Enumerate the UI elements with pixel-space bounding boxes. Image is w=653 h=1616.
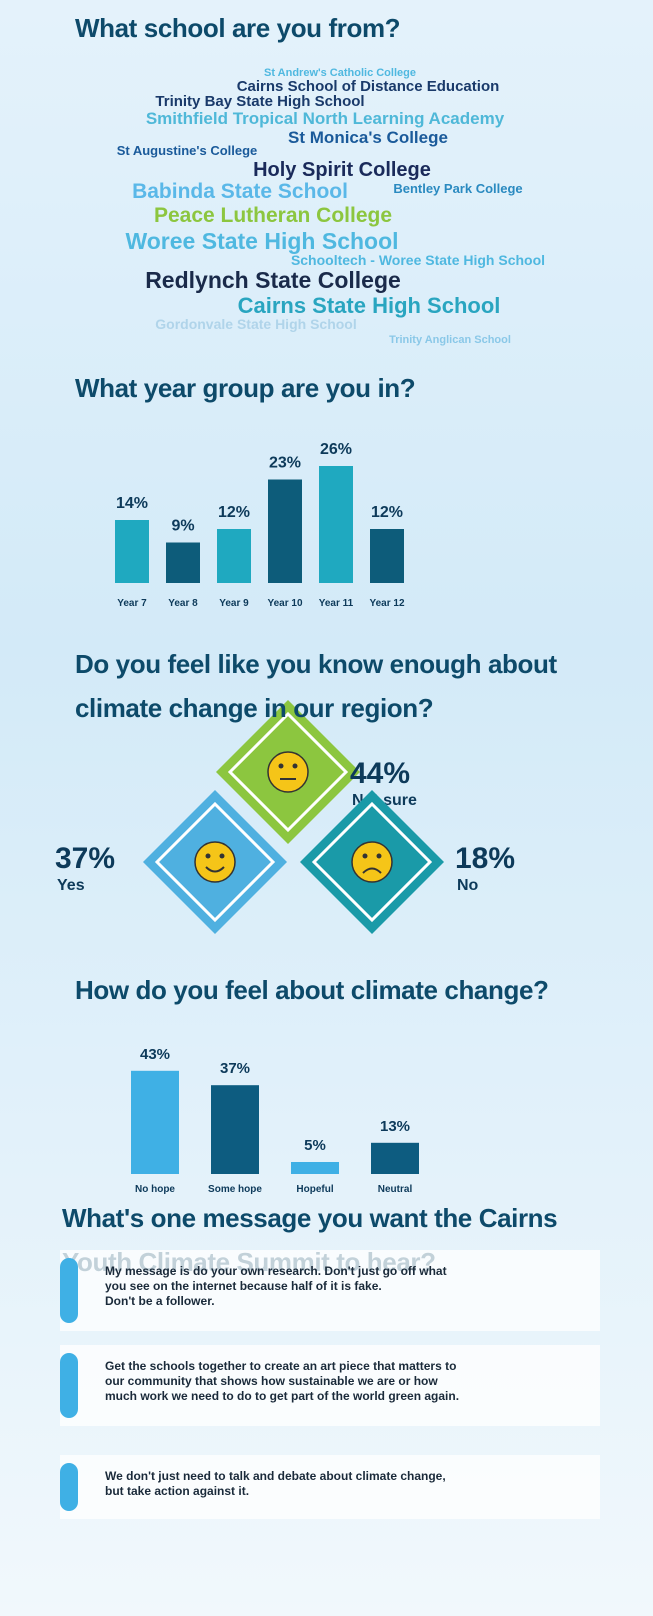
category-label: Some hope	[208, 1184, 262, 1195]
section-title: What year group are you in?	[75, 373, 416, 403]
school-word: Cairns State High School	[238, 293, 501, 318]
bar	[211, 1085, 259, 1174]
school-word: Schooltech - Woree State High School	[291, 252, 545, 268]
category-label: Year 12	[369, 598, 405, 609]
section-title: What school are you from?	[75, 13, 401, 43]
school-word: Trinity Anglican School	[389, 334, 511, 346]
message-line: Get the schools together to create an ar…	[105, 1359, 457, 1373]
value-label: 13%	[380, 1118, 410, 1135]
bar	[291, 1162, 339, 1174]
school-word: Trinity Bay State High School	[155, 93, 364, 110]
category-label: Year 10	[267, 598, 303, 609]
school-word: Smithfield Tropical North Learning Acade…	[146, 109, 505, 128]
bar	[115, 520, 149, 583]
value-label: 23%	[269, 455, 301, 472]
bar	[370, 529, 404, 583]
mouth	[362, 867, 382, 874]
mouth	[205, 866, 225, 873]
value-label: 12%	[218, 504, 250, 521]
value-label: 12%	[371, 504, 403, 521]
school-word: Babinda State School	[132, 180, 348, 203]
school-word: Holy Spirit College	[253, 159, 431, 181]
eye	[278, 763, 284, 769]
school-word: St Andrew's Catholic College	[264, 67, 416, 79]
value-label: 37%	[55, 842, 115, 875]
school-word: Bentley Park College	[393, 181, 522, 196]
value-label: 26%	[320, 441, 352, 458]
bar	[371, 1142, 419, 1174]
face	[194, 841, 236, 883]
category-label: Neutral	[377, 1184, 413, 1195]
message-marker	[60, 1463, 78, 1511]
category-label: Year 11	[318, 598, 354, 609]
bar	[268, 479, 302, 583]
eye	[362, 853, 368, 859]
category-label: Year 8	[168, 598, 198, 609]
diamond-outline	[311, 801, 433, 923]
eye	[292, 763, 298, 769]
category-label: Hopeful	[296, 1184, 334, 1195]
category-label: Yes	[57, 877, 85, 894]
value-label: 44%	[350, 757, 410, 790]
message-card: We don't just need to talk and debate ab…	[60, 1455, 600, 1519]
school-word: St Monica's College	[288, 128, 448, 147]
school-word: Peace Lutheran College	[154, 204, 392, 227]
school-word: Cairns School of Distance Education	[237, 78, 500, 95]
value-label: 5%	[304, 1137, 326, 1154]
school-word: Woree State High School	[125, 228, 398, 254]
category-label: Year 7	[117, 598, 147, 609]
eye	[376, 853, 382, 859]
section-title: How do you feel about climate change?	[75, 975, 549, 1005]
section-title: Do you feel like you know enough about c…	[75, 649, 557, 723]
message-line: you see on the internet because half of …	[105, 1279, 382, 1293]
diamond-outline	[227, 711, 349, 833]
bar	[131, 1070, 179, 1174]
message-line: We don't just need to talk and debate ab…	[105, 1469, 446, 1483]
value-label: 43%	[140, 1046, 170, 1063]
category-label: No hope	[135, 1184, 175, 1195]
value-label: 37%	[220, 1060, 250, 1077]
bar	[217, 529, 251, 583]
school-word: Gordonvale State High School	[155, 316, 356, 332]
face	[267, 751, 309, 793]
value-label: 9%	[171, 518, 194, 535]
message-line: My message is do your own research. Don'…	[105, 1264, 447, 1278]
eye	[205, 853, 211, 859]
message-card: My message is do your own research. Don'…	[60, 1250, 600, 1331]
value-label: 18%	[455, 842, 515, 875]
category-label: No	[457, 877, 479, 894]
category-label: Year 9	[219, 598, 249, 609]
message-marker	[60, 1353, 78, 1418]
school-word: Redlynch State College	[145, 267, 401, 293]
message-card: Get the schools together to create an ar…	[60, 1345, 600, 1426]
bar	[166, 542, 200, 583]
bar	[319, 466, 353, 583]
message-line: much work we need to do to get part of t…	[105, 1389, 460, 1403]
face	[351, 841, 393, 883]
value-label: 14%	[116, 495, 148, 512]
diamond-outline	[154, 801, 276, 923]
message-line: our community that shows how sustainable…	[105, 1374, 438, 1388]
message-line: but take action against it.	[105, 1484, 250, 1498]
eye	[219, 853, 225, 859]
message-line: Don't be a follower.	[105, 1294, 215, 1308]
school-word: St Augustine's College	[117, 143, 258, 158]
message-marker	[60, 1258, 78, 1323]
